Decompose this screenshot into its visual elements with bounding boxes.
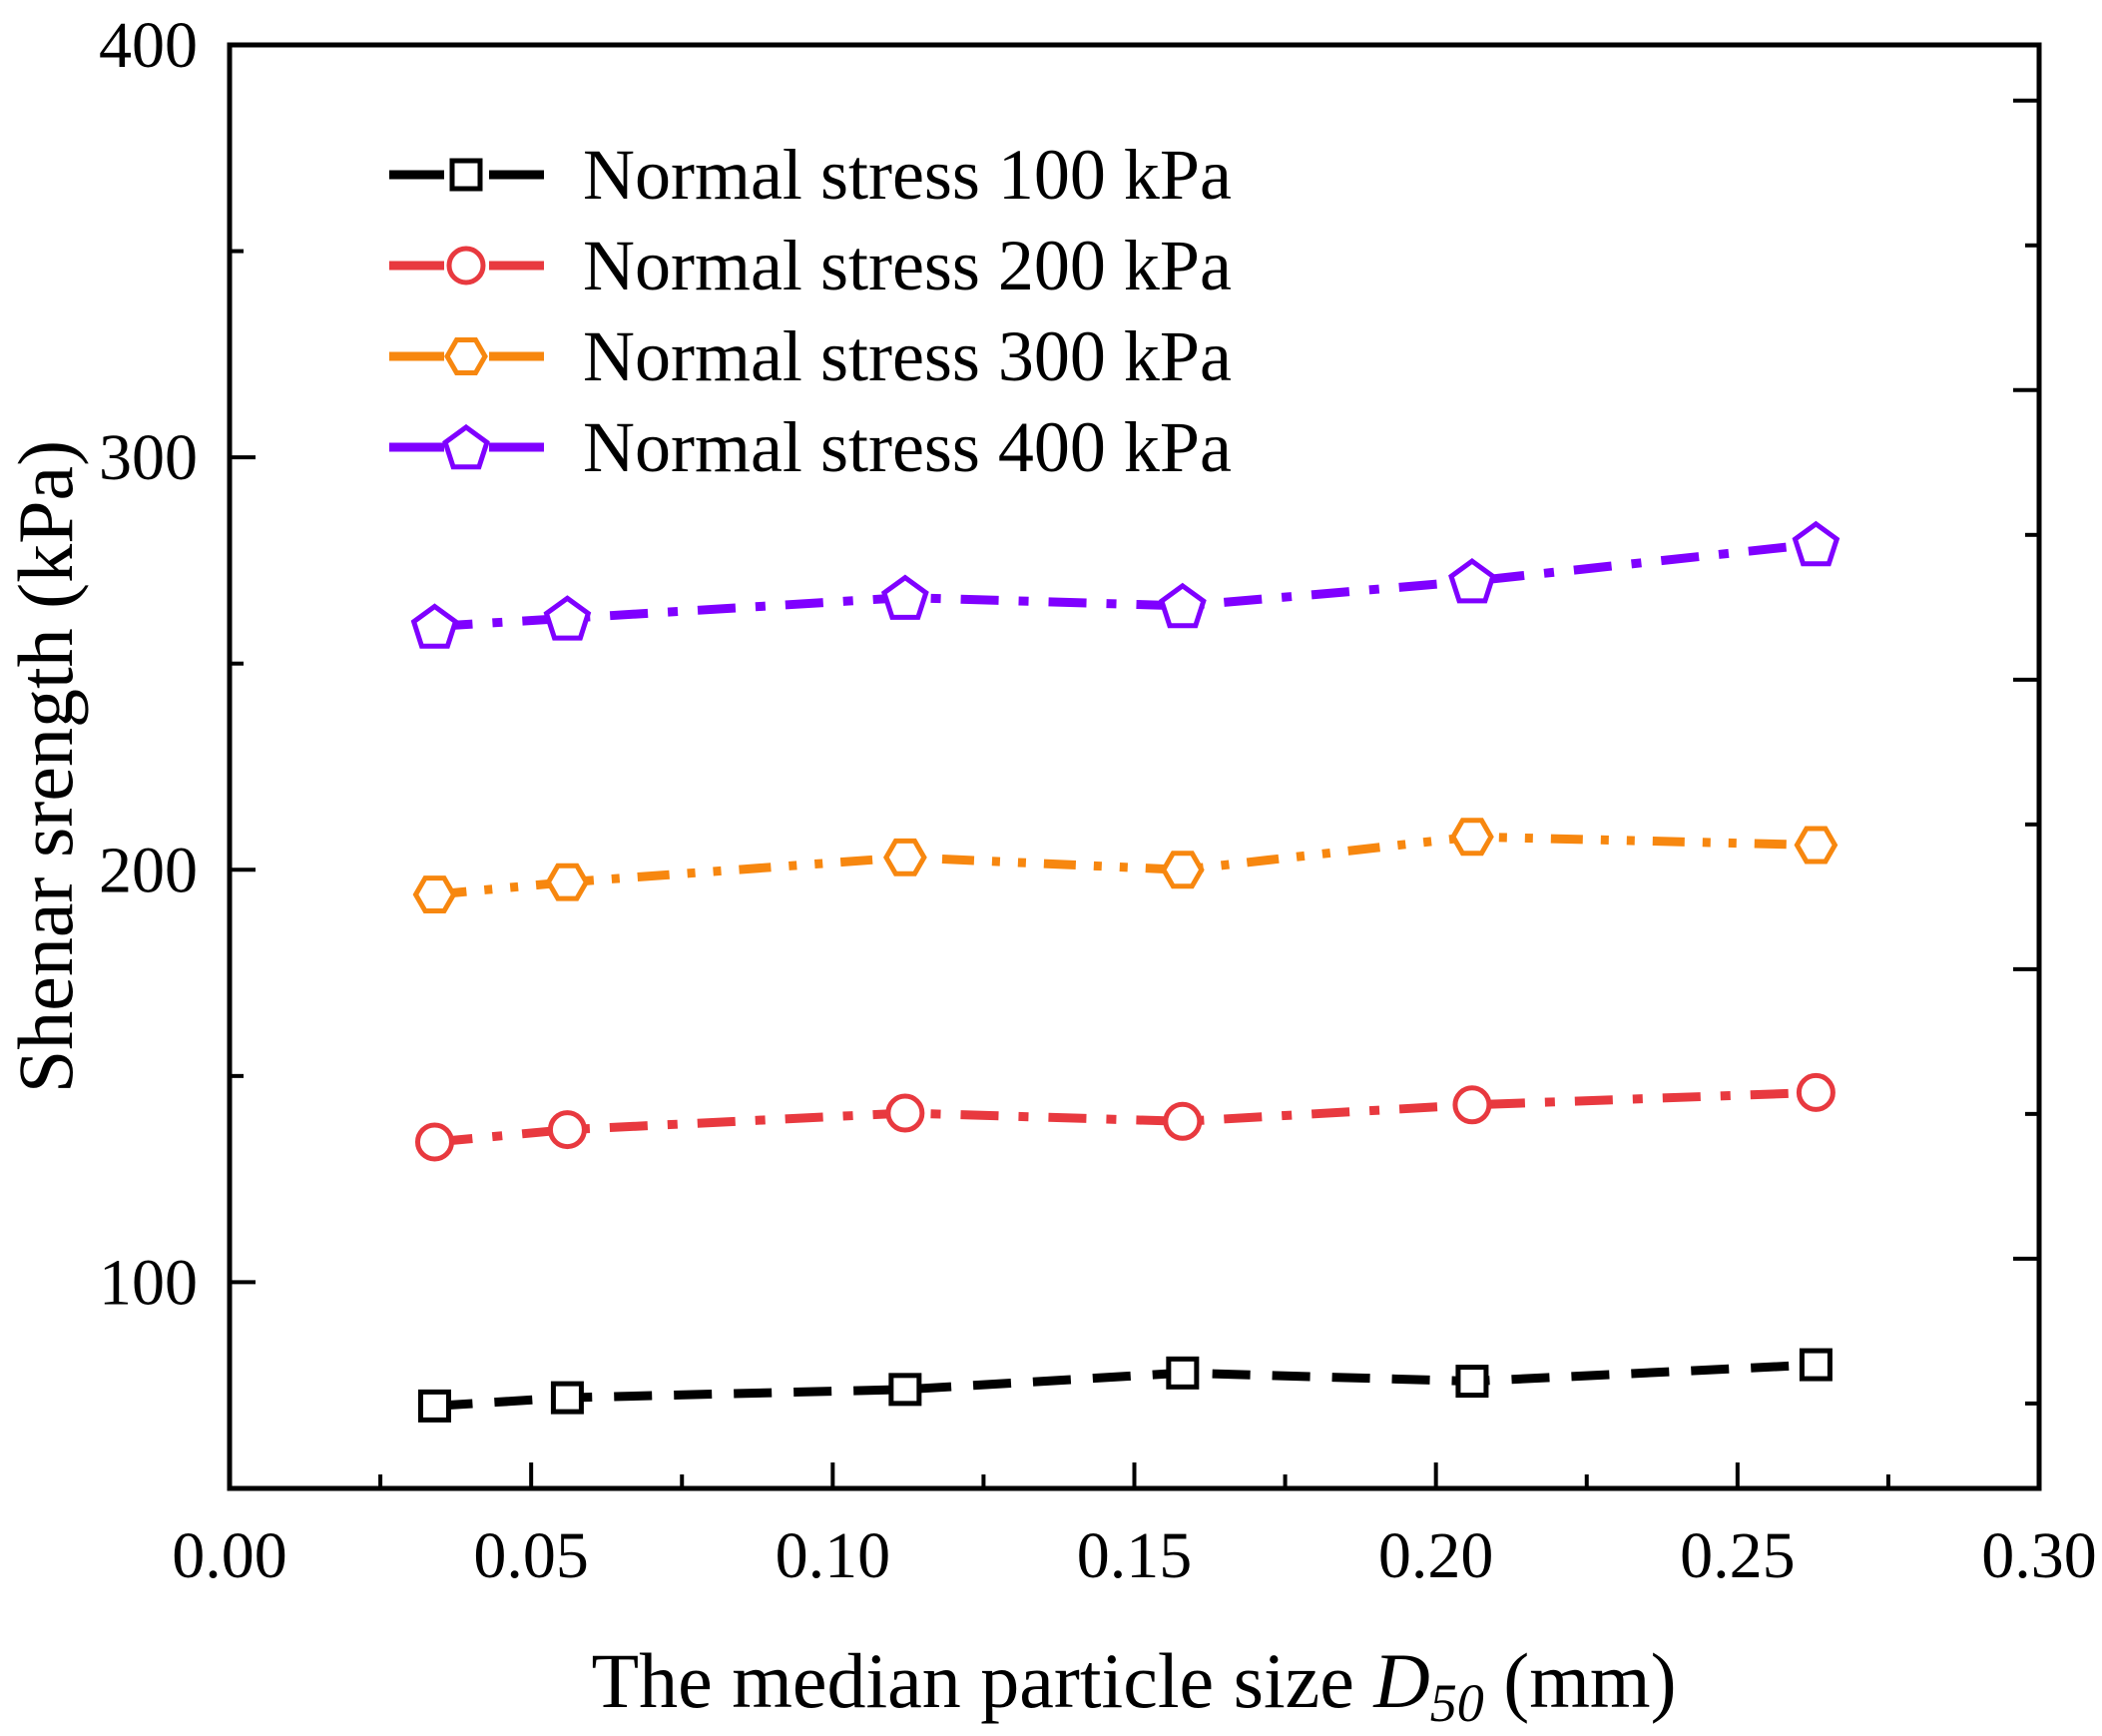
legend-marker: [442, 423, 490, 470]
data-point: [1158, 582, 1207, 629]
x-tick-label: 0.20: [1378, 1519, 1494, 1592]
data-point: [883, 838, 927, 876]
legend-item: Normal stress 300 kPa: [389, 316, 1232, 396]
data-point: [1448, 558, 1496, 604]
plot-frame: [227, 42, 2042, 1491]
x-axis-title-prefix: The median particle size: [591, 1637, 1373, 1724]
tick-labels: 0.00 0.05 0.10 0.15 0.20 0.25 0.30 100 200 300 400: [99, 9, 2097, 1592]
series-line: [434, 1360, 1817, 1411]
series-1: [417, 1348, 1833, 1423]
y-axis-title: Shenar srength (kPa): [2, 440, 89, 1093]
data-point: [1452, 1085, 1492, 1125]
legend-label: Normal stress 100 kPa: [583, 135, 1232, 215]
data-point: [410, 603, 459, 649]
legend-label: Normal stress 400 kPa: [583, 407, 1232, 487]
series-4: [410, 520, 1840, 649]
y-tick-label: 200: [99, 834, 198, 906]
data-point: [545, 863, 590, 901]
x-tick-label: 0.05: [473, 1519, 589, 1592]
legend: Normal stress 100 kPa Normal stress 200 k…: [389, 135, 1232, 487]
y-tick-label: 100: [99, 1246, 198, 1319]
x-tick-label: 0.15: [1077, 1519, 1193, 1592]
series-line: [434, 539, 1817, 631]
data-point: [1792, 520, 1840, 567]
y-tick-label: 400: [99, 9, 198, 82]
data-point: [1794, 826, 1839, 865]
x-axis-title-subscript: 50: [1430, 1673, 1484, 1733]
x-tick-label: 0.25: [1680, 1519, 1796, 1592]
legend-item: Normal stress 100 kPa: [389, 135, 1232, 215]
x-axis-title: The median particle size D50 (mm): [591, 1637, 1676, 1733]
series-layer: [410, 520, 1840, 1423]
legend-item: Normal stress 400 kPa: [389, 407, 1232, 487]
legend-label: Normal stress 200 kPa: [583, 226, 1232, 305]
x-tick-label: 0.30: [1981, 1519, 2097, 1592]
data-point: [1796, 1072, 1836, 1112]
legend-marker: [449, 158, 483, 192]
data-point: [1799, 1348, 1833, 1382]
data-point: [547, 1110, 587, 1150]
series-2: [414, 1072, 1836, 1162]
y-tick-label: 300: [99, 421, 198, 494]
data-point: [880, 574, 929, 620]
data-point: [543, 595, 592, 641]
data-point: [412, 875, 457, 913]
data-point: [550, 1381, 584, 1415]
data-point: [1450, 818, 1494, 857]
series-line: [434, 832, 1817, 899]
data-point: [885, 1093, 925, 1133]
legend-marker: [446, 246, 486, 286]
x-tick-label: 0.00: [172, 1519, 287, 1592]
x-axis-title-suffix: (mm): [1484, 1637, 1677, 1724]
data-point: [1455, 1365, 1489, 1399]
legend-label: Normal stress 300 kPa: [583, 316, 1232, 396]
data-point: [888, 1373, 922, 1407]
series-3: [412, 818, 1839, 913]
legend-item: Normal stress 200 kPa: [389, 226, 1232, 305]
data-point: [1163, 1101, 1203, 1141]
data-point: [414, 1122, 454, 1162]
x-axis-title-symbol: D: [1372, 1637, 1429, 1724]
legend-marker: [444, 337, 488, 375]
data-point: [417, 1389, 451, 1423]
data-point: [1160, 851, 1205, 889]
x-tick-label: 0.10: [776, 1519, 891, 1592]
series-line: [434, 1087, 1817, 1147]
data-point: [1166, 1356, 1200, 1390]
